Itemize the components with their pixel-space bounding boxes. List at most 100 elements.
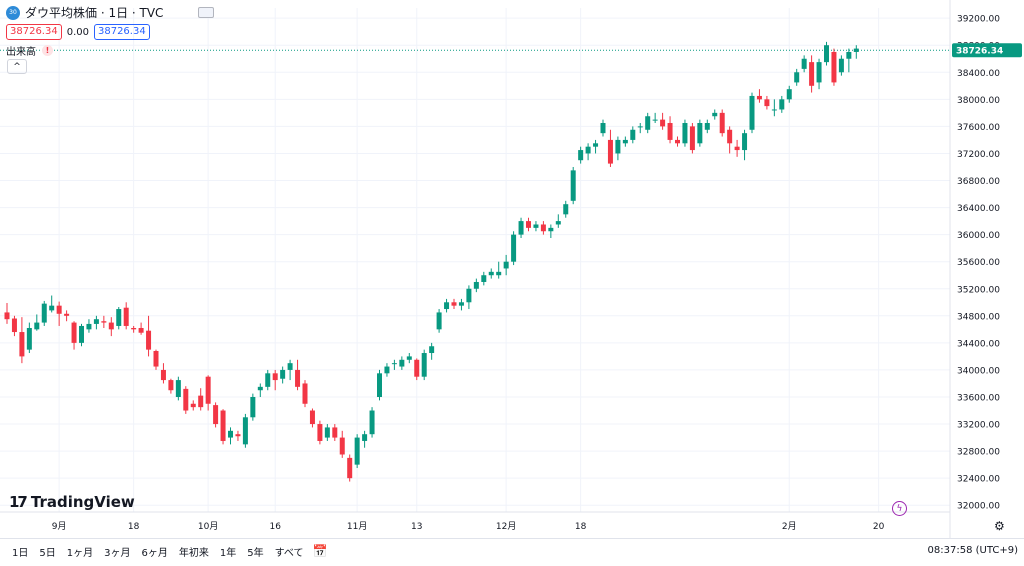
volume-label[interactable]: 出来高 <box>6 47 36 58</box>
candle-body <box>637 126 643 128</box>
candle-body <box>697 123 703 144</box>
warning-icon[interactable]: ! <box>42 45 53 56</box>
candle <box>213 402 219 428</box>
candle <box>809 55 815 93</box>
collapse-legend-button[interactable]: ^ <box>7 59 27 74</box>
candle <box>451 298 457 310</box>
candle-body <box>347 457 353 479</box>
candle-body <box>518 221 524 235</box>
price-axis: 32000.00 32400.00 32800.00 33200.00 33600.00… <box>949 0 1000 538</box>
candle <box>615 136 621 161</box>
buy-price-box[interactable]: 38726.34 <box>93 24 150 40</box>
candle-body <box>853 48 859 52</box>
candle <box>831 48 837 86</box>
candle <box>265 369 271 391</box>
candle-body <box>600 123 606 134</box>
candle <box>160 363 166 384</box>
calendar-icon[interactable]: 📅 <box>312 544 328 558</box>
candle <box>414 358 420 381</box>
gear-icon[interactable]: ⚙ <box>994 519 1005 533</box>
candle <box>399 356 405 370</box>
candle-body <box>332 427 338 438</box>
range-1y-button[interactable]: 1年 <box>219 547 237 559</box>
candle-body <box>816 62 822 83</box>
candle <box>101 315 107 328</box>
candle <box>302 380 308 408</box>
candle-body <box>846 51 852 59</box>
candle <box>593 139 599 154</box>
candle-body <box>652 119 658 121</box>
x-tick-label: 11月 <box>347 521 367 532</box>
candle-body <box>309 410 315 425</box>
y-tick-label: 35600.00 <box>957 258 1000 268</box>
candle <box>436 309 442 333</box>
candle-body <box>123 307 129 326</box>
candle <box>756 89 762 103</box>
candle <box>481 271 487 286</box>
time-axis: 9月 18 10月 16 11月 13 12月 18 2月 20 <box>0 511 950 532</box>
lightning-icon[interactable]: ϟ <box>892 501 907 516</box>
range-3m-button[interactable]: 3ヶ月 <box>104 547 131 559</box>
candle <box>600 119 606 137</box>
candle <box>645 112 651 134</box>
candle <box>548 224 554 239</box>
range-ytd-button[interactable]: 年初来 <box>178 547 209 559</box>
symbol-badge[interactable]: 30 <box>6 5 20 20</box>
symbol-title[interactable]: ダウ平均株価 · 1日 · TVC <box>25 6 164 20</box>
range-all-button[interactable]: すべて <box>274 547 304 559</box>
candle <box>339 430 345 458</box>
range-1m-button[interactable]: 1ヶ月 <box>66 547 94 559</box>
candle <box>496 261 502 279</box>
candle <box>391 359 397 370</box>
legend-toggle-button[interactable] <box>198 7 215 18</box>
candle <box>228 427 233 445</box>
candle <box>853 45 859 59</box>
range-5d-button[interactable]: 5日 <box>39 547 56 559</box>
candle-body <box>749 95 755 130</box>
candle <box>250 393 256 421</box>
clock-timezone[interactable]: 08:37:58 (UTC+9) <box>927 545 1018 556</box>
candle-body <box>4 312 10 320</box>
candle-body <box>384 366 390 374</box>
candle-body <box>295 369 301 387</box>
tradingview-logo-text: TradingView <box>30 493 135 511</box>
candle <box>317 420 323 445</box>
candle-body <box>235 434 241 437</box>
candle-body <box>228 430 233 438</box>
candle <box>41 300 47 326</box>
candle <box>131 325 137 333</box>
tradingview-logo[interactable]: 17 TradingView <box>9 493 135 511</box>
candle <box>295 359 301 391</box>
candle <box>190 400 196 411</box>
candle-body <box>160 369 166 381</box>
candle-body <box>607 139 613 164</box>
range-1d-button[interactable]: 1日 <box>12 547 29 559</box>
y-tick-label: 36400.00 <box>957 204 1000 214</box>
candle-body <box>526 221 531 228</box>
symbol-legend: 30 ダウ平均株価 · 1日 · TVC <box>6 4 215 21</box>
range-5y-button[interactable]: 5年 <box>247 547 264 559</box>
candle-body <box>824 45 829 63</box>
candle-body <box>809 62 815 86</box>
candle <box>458 298 464 311</box>
candle-body <box>369 410 375 435</box>
sell-price-box[interactable]: 38726.34 <box>6 24 62 40</box>
candle-body <box>645 116 651 130</box>
x-tick-label: 18 <box>575 522 587 532</box>
range-6m-button[interactable]: 6ヶ月 <box>141 547 168 559</box>
candle-body <box>801 58 807 69</box>
candle <box>198 388 204 411</box>
candle-body <box>429 346 435 354</box>
candle <box>4 302 10 324</box>
candle <box>332 424 338 441</box>
candle-body <box>86 323 92 330</box>
candle <box>406 353 412 364</box>
candle-body <box>779 99 785 110</box>
candle <box>682 119 688 147</box>
candle-body <box>719 112 725 134</box>
candle <box>742 129 748 161</box>
candle <box>49 295 55 313</box>
candle-body <box>555 221 561 225</box>
candle <box>369 407 375 438</box>
